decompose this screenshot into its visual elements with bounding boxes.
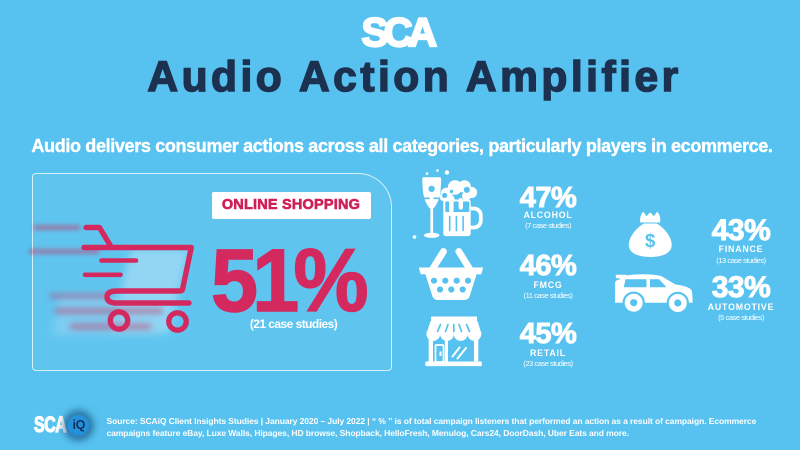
svg-text:$: $ (645, 230, 656, 251)
